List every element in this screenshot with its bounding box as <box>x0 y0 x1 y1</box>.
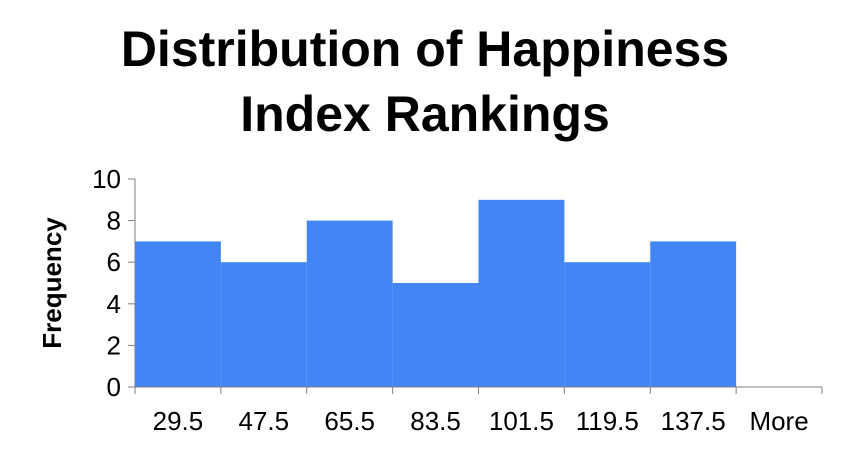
x-tick-label: 47.5 <box>239 406 290 436</box>
bar-101-5 <box>478 199 565 387</box>
y-tick-label: 0 <box>107 372 121 402</box>
x-tick-label: 101.5 <box>489 406 554 436</box>
bar-83-5 <box>392 283 479 387</box>
x-tick-label: More <box>749 406 808 436</box>
y-tick-label: 8 <box>107 206 121 236</box>
bar-65-5 <box>306 220 393 387</box>
chart-title-line-2: Index Rankings <box>240 86 610 142</box>
y-axis-label: Frequency <box>37 217 67 349</box>
bar-47-5 <box>220 262 307 387</box>
bar-137-5 <box>650 241 737 387</box>
bar-29-5 <box>135 241 221 387</box>
x-tick-label: 65.5 <box>324 406 375 436</box>
axes-layer <box>128 178 823 394</box>
x-tick-label: 137.5 <box>661 406 726 436</box>
y-tick-labels: 0 2 4 6 8 10 <box>92 164 121 402</box>
bars-layer <box>135 199 737 387</box>
y-tick-label: 10 <box>92 164 121 194</box>
y-tick-label: 2 <box>107 330 121 360</box>
x-tick-label: 119.5 <box>576 406 639 436</box>
x-tick-label: 83.5 <box>410 406 461 436</box>
x-tick-labels: 29.5 47.5 65.5 83.5 101.5 119.5 137.5 More <box>153 406 809 436</box>
x-tick-label: 29.5 <box>153 406 204 436</box>
y-tick-label: 6 <box>107 247 121 277</box>
y-tick-label: 4 <box>107 289 121 319</box>
bar-119-5 <box>564 262 651 387</box>
chart-title-line-1: Distribution of Happiness <box>121 21 729 77</box>
